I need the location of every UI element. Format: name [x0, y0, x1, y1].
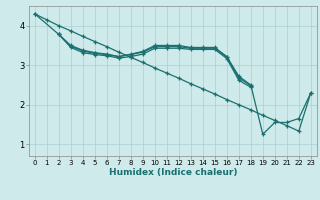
- X-axis label: Humidex (Indice chaleur): Humidex (Indice chaleur): [108, 168, 237, 177]
